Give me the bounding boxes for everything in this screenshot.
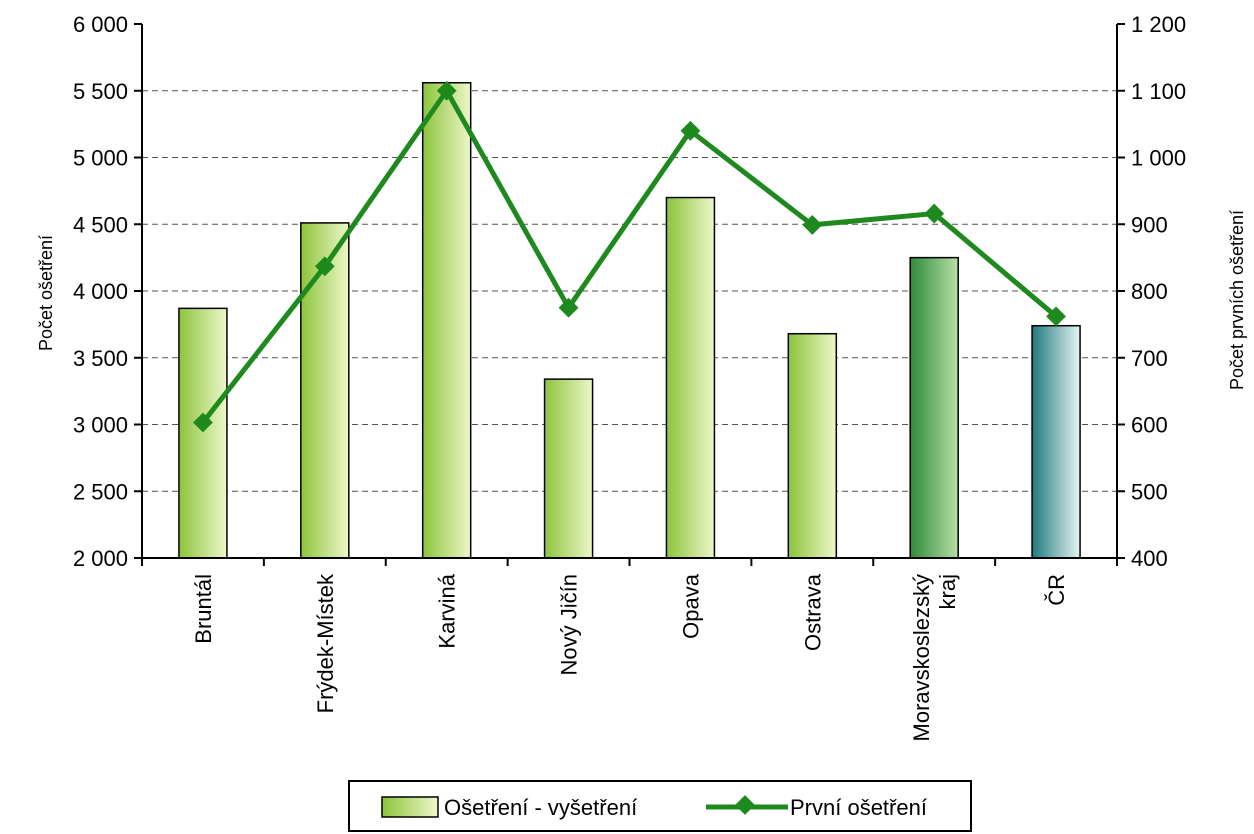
y-left-title: Počet ošetření bbox=[36, 235, 56, 351]
line-path bbox=[200, 88, 1058, 425]
y-right-tick-label: 800 bbox=[1131, 279, 1168, 304]
y-right-tick-label: 900 bbox=[1131, 212, 1168, 237]
y-right-tick-label: 1 000 bbox=[1131, 146, 1186, 171]
y-right-tick-label: 500 bbox=[1131, 479, 1168, 504]
bar-series bbox=[178, 81, 1081, 559]
axis-labels: 2 000 2 500 3 000 3 500 4 000 4 500 5 000 5 500… bbox=[73, 12, 1186, 741]
x-tick-label: Karviná bbox=[435, 573, 460, 648]
y-left-tick-label: 3 500 bbox=[73, 346, 128, 371]
y-left-tick-label: 4 500 bbox=[73, 212, 128, 237]
line-marker bbox=[193, 412, 213, 433]
y-right-tick-label: 700 bbox=[1131, 346, 1168, 371]
y-right-tick-label: 600 bbox=[1131, 413, 1168, 438]
bar bbox=[300, 222, 350, 559]
line-marker bbox=[1046, 306, 1066, 327]
bar bbox=[787, 332, 838, 559]
y-left-tick-label: 6 000 bbox=[73, 12, 128, 37]
x-tick-label: Nový Jičín bbox=[557, 574, 582, 675]
y-left-tick-label: 5 000 bbox=[73, 146, 128, 171]
x-tick-label: Moravskoslezský bbox=[909, 574, 934, 741]
line-marker bbox=[436, 80, 457, 101]
y-left-tick-label: 3 000 bbox=[73, 413, 128, 438]
y-left-tick-label: 5 500 bbox=[73, 79, 128, 104]
x-tick-label: Frýdek-Místek bbox=[313, 573, 338, 713]
bar bbox=[909, 256, 959, 559]
legend-label-line: První ošetření bbox=[790, 795, 927, 820]
x-tick-label: Bruntál bbox=[191, 574, 216, 644]
bar bbox=[421, 81, 472, 559]
x-tick-label: kraj bbox=[935, 574, 960, 609]
legend-swatch-marker bbox=[735, 795, 755, 815]
x-tick-label: Opava bbox=[678, 573, 703, 639]
line-marker bbox=[558, 297, 579, 318]
bar bbox=[665, 196, 716, 559]
legend-swatch-bar bbox=[381, 796, 439, 818]
y-left-tick-label: 4 000 bbox=[73, 279, 128, 304]
legend: Ošetření - vyšetření První ošetření bbox=[348, 780, 972, 832]
x-tick-label: Ostrava bbox=[800, 573, 825, 651]
grid-lines bbox=[142, 90, 1117, 492]
bar bbox=[1031, 324, 1081, 559]
axes bbox=[134, 23, 1125, 566]
x-tick-label: ČR bbox=[1044, 574, 1069, 606]
line-marker bbox=[314, 256, 335, 277]
legend-frame bbox=[348, 780, 972, 832]
bar bbox=[543, 378, 594, 559]
y-right-tick-label: 1 200 bbox=[1131, 12, 1186, 37]
y-right-tick-label: 400 bbox=[1131, 546, 1168, 571]
y-right-tick-label: 1 100 bbox=[1131, 79, 1186, 104]
bar bbox=[178, 307, 228, 559]
y-right-title: Počet prvních ošetření bbox=[1227, 210, 1247, 390]
legend-label-bar: Ošetření - vyšetření bbox=[444, 795, 637, 820]
y-left-tick-label: 2 000 bbox=[73, 546, 128, 571]
y-left-tick-label: 2 500 bbox=[73, 479, 128, 504]
